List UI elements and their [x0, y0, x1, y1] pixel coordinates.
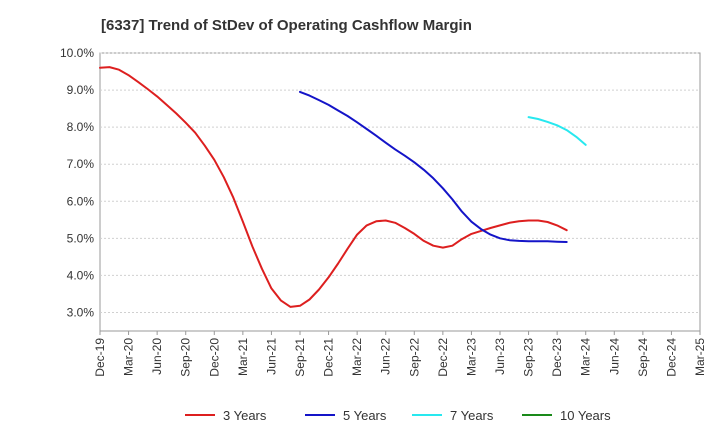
y-tick-label: 6.0% [67, 194, 95, 208]
legend: 3 Years 5 Years 7 Years 10 Years [185, 408, 611, 423]
x-tick-label: Jun-24 [607, 338, 621, 375]
series-lines [99, 66, 587, 308]
x-tick-label: Jun-21 [264, 338, 278, 375]
x-axis: Dec-19 Mar-20 Jun-20 Sep-20 Dec-20 Mar-21 Jun-… [93, 331, 707, 377]
x-tick-label: Jun-23 [493, 338, 507, 375]
gridlines [100, 52, 700, 313]
x-tick-label: Sep-20 [179, 338, 193, 377]
x-tick-label: Sep-24 [636, 338, 650, 377]
legend-label: 5 Years [343, 408, 387, 423]
x-tick-label: Dec-22 [436, 338, 450, 377]
y-tick-label: 5.0% [67, 231, 95, 245]
x-tick-label: Jun-22 [379, 338, 393, 375]
x-tick-label: Dec-20 [207, 338, 221, 377]
series-line-1 [299, 90, 568, 243]
x-tick-label: Mar-24 [579, 338, 593, 376]
x-tick-label: Mar-21 [236, 338, 250, 376]
x-tick-label: Mar-20 [122, 338, 136, 376]
y-tick-label: 4.0% [67, 268, 95, 282]
y-tick-label: 8.0% [67, 120, 95, 134]
x-tick-label: Mar-25 [693, 338, 707, 376]
x-tick-label: Dec-21 [322, 338, 336, 377]
y-tick-label: 3.0% [67, 305, 95, 319]
x-tick-label: Mar-23 [464, 338, 478, 376]
plot-area [99, 52, 701, 332]
x-tick-label: Mar-22 [350, 338, 364, 376]
y-tick-label: 9.0% [67, 83, 95, 97]
legend-label: 7 Years [450, 408, 494, 423]
chart-title: [6337] Trend of StDev of Operating Cashf… [101, 17, 472, 34]
series-line-0 [99, 66, 568, 308]
legend-label: 10 Years [560, 408, 611, 423]
series-line-2 [527, 116, 587, 146]
x-tick-label: Sep-23 [522, 338, 536, 377]
y-axis: 3.0% 4.0% 5.0% 6.0% 7.0% 8.0% 9.0% 10.0% [60, 46, 94, 319]
x-tick-label: Jun-20 [150, 338, 164, 375]
legend-label: 3 Years [223, 408, 267, 423]
x-tick-label: Dec-24 [664, 338, 678, 377]
x-tick-label: Sep-21 [293, 338, 307, 377]
y-tick-label: 10.0% [60, 46, 94, 60]
x-tick-label: Dec-23 [550, 338, 564, 377]
x-tick-label: Sep-22 [407, 338, 421, 377]
x-tick-label: Dec-19 [93, 338, 107, 377]
y-tick-label: 7.0% [67, 157, 95, 171]
